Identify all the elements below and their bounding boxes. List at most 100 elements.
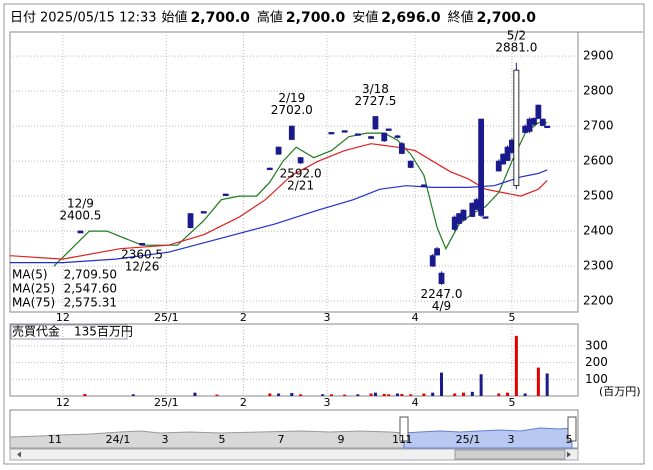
navigator-label: 5 bbox=[219, 433, 226, 446]
volume-bar bbox=[523, 393, 527, 396]
navigator-label: 7 bbox=[278, 433, 285, 446]
x-tick-label: 3 bbox=[324, 311, 331, 324]
volume-bar bbox=[431, 392, 435, 396]
candle-body bbox=[398, 143, 405, 154]
ma-line bbox=[10, 169, 548, 264]
volume-bar bbox=[536, 367, 540, 396]
volume-bar bbox=[83, 393, 87, 396]
y-tick-label: 2800 bbox=[583, 84, 614, 98]
candle-body bbox=[434, 248, 441, 256]
scroll-left[interactable] bbox=[17, 451, 21, 458]
navigator-handle-right[interactable] bbox=[567, 416, 577, 442]
navigator-label: 3 bbox=[508, 433, 515, 446]
candle-body bbox=[354, 133, 361, 136]
candle-body bbox=[478, 118, 485, 216]
x-tick-label: 12 bbox=[56, 396, 70, 409]
y-tick-label: 2500 bbox=[583, 189, 614, 203]
navigator-label: 3 bbox=[162, 433, 169, 446]
volume-title: 売買代金 bbox=[12, 324, 60, 339]
volume-bar bbox=[299, 394, 303, 396]
annotation-value: 2360.5 bbox=[121, 247, 163, 261]
x-tick-label: 2 bbox=[240, 396, 247, 409]
volume-bar bbox=[400, 393, 404, 396]
volume-legend-box bbox=[10, 324, 128, 340]
volume-bar bbox=[453, 393, 457, 396]
annotation-value: 2247.0 bbox=[421, 287, 463, 301]
volume-bar bbox=[343, 394, 347, 396]
candle-body bbox=[544, 125, 551, 129]
annotation-value: 2592.0 bbox=[280, 166, 322, 180]
legend-value: 2,709.50 bbox=[64, 268, 117, 282]
x-tick-label: 5 bbox=[508, 396, 515, 409]
candle-body bbox=[187, 213, 194, 229]
volume-bar bbox=[462, 392, 466, 396]
candle-body bbox=[513, 69, 520, 187]
x-tick-label: 4 bbox=[412, 311, 419, 324]
y-tick-label: 2900 bbox=[583, 49, 614, 63]
annotation-date: 4/9 bbox=[432, 299, 451, 313]
navigator-selection[interactable] bbox=[403, 427, 573, 449]
candle-body bbox=[526, 118, 533, 132]
candle-body bbox=[438, 272, 445, 285]
volume-bar bbox=[290, 392, 294, 396]
candle-body bbox=[394, 135, 401, 138]
candle-body bbox=[531, 118, 537, 125]
candle-body bbox=[222, 193, 229, 196]
legend-name: MA(5) bbox=[12, 268, 48, 282]
candle-body bbox=[429, 255, 436, 267]
annotation-value: 2400.5 bbox=[59, 208, 101, 222]
header-text: 2,700.0 bbox=[191, 10, 251, 26]
header-text: 2025/05/15 12:33 bbox=[40, 11, 157, 26]
candle-body bbox=[288, 125, 295, 140]
legend-box bbox=[11, 268, 119, 310]
volume-bar bbox=[514, 335, 518, 396]
x-tick-label: 25/1 bbox=[154, 396, 179, 409]
volume-bar bbox=[440, 372, 444, 396]
y-tick-label: 2600 bbox=[583, 154, 614, 168]
candle-body bbox=[407, 160, 414, 168]
main-panel bbox=[9, 31, 579, 313]
candle-body bbox=[341, 130, 348, 133]
candle-body bbox=[460, 209, 467, 221]
legend-value: 2,547.60 bbox=[64, 282, 117, 296]
navigator-handle-left[interactable] bbox=[399, 416, 409, 442]
candle-body bbox=[495, 160, 502, 172]
legend-value: 2,575.31 bbox=[64, 296, 117, 310]
candle-body bbox=[266, 167, 273, 171]
navigator-label: 11 bbox=[48, 433, 62, 446]
volume-bar bbox=[497, 393, 501, 396]
candle-body bbox=[368, 136, 374, 139]
candle-body bbox=[539, 118, 546, 126]
candle-body bbox=[139, 242, 145, 246]
candle-body bbox=[482, 216, 489, 219]
navigator-label: 5 bbox=[566, 433, 573, 446]
volume-unit: (百万円) bbox=[599, 385, 641, 398]
scrollbar-thumb[interactable] bbox=[454, 449, 566, 460]
y-tick-label: 100 bbox=[585, 372, 608, 386]
volume-bar bbox=[369, 393, 373, 396]
volume-bar bbox=[395, 393, 399, 396]
candle-body bbox=[328, 132, 335, 135]
navigator-label: 25/1 bbox=[456, 433, 481, 446]
scroll-right[interactable] bbox=[567, 451, 571, 458]
volume-bar bbox=[373, 392, 377, 396]
header-text: 2,696.0 bbox=[381, 10, 441, 26]
volume-bar bbox=[131, 394, 135, 396]
header-text: 2,700.0 bbox=[477, 10, 537, 26]
scrollbar[interactable] bbox=[9, 448, 579, 461]
candle-body bbox=[275, 146, 282, 155]
annotation-value: 2702.0 bbox=[271, 103, 313, 117]
navigator-label: 11 bbox=[392, 433, 406, 446]
volume-bar bbox=[470, 391, 474, 396]
header-text: 2,700.0 bbox=[286, 10, 346, 26]
volume-bar bbox=[277, 393, 281, 396]
volume-bar bbox=[422, 393, 426, 396]
ma-line bbox=[9, 143, 548, 260]
annotation-date: 2/19 bbox=[278, 91, 305, 105]
volume-latest: 135百万円 bbox=[74, 325, 133, 339]
candle-body bbox=[420, 184, 427, 187]
x-tick-label: 4 bbox=[412, 396, 419, 409]
header-text: 高値 bbox=[257, 10, 283, 26]
volume-bar bbox=[321, 394, 325, 396]
